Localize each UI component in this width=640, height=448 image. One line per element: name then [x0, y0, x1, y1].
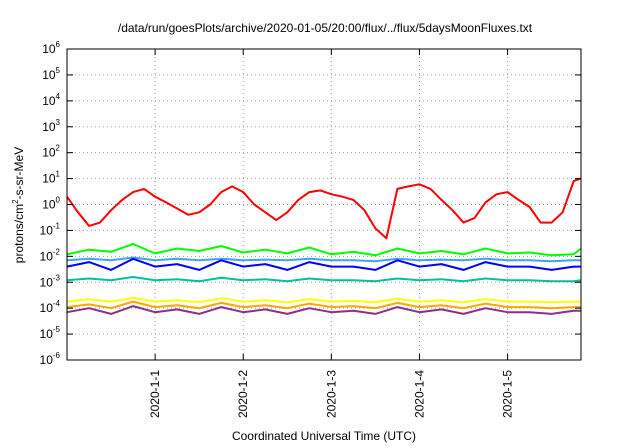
- x-tick-label: 2020-1-1: [148, 370, 162, 418]
- y-tick-label-base: 10: [40, 275, 54, 289]
- y-tick-label-base: 10: [40, 353, 54, 367]
- y-tick-labels: 10-610-510-410-310-210-11001011021031041…: [40, 40, 61, 367]
- series-line-1: [66, 177, 582, 240]
- y-tick-label: 100: [42, 196, 60, 212]
- series-line-4: [66, 257, 581, 271]
- x-tick-label: 2020-1-4: [412, 370, 426, 418]
- y-tick-label-exp: -6: [53, 351, 61, 360]
- y-tick-label-exp: 1: [56, 170, 61, 179]
- y-tick-label-exp: 5: [56, 66, 61, 75]
- y-tick-label-exp: 0: [56, 196, 61, 205]
- series-group: [66, 177, 582, 315]
- y-axis-label-rest: -s-sr-MeV: [12, 147, 26, 200]
- y-tick-label: 105: [42, 66, 60, 82]
- chart-title: /data/run/goesPlots/archive/2020-01-05/2…: [118, 21, 533, 35]
- y-tick-label: 10-5: [40, 325, 61, 341]
- series-line-8: [66, 305, 581, 315]
- y-tick-label-exp: 2: [56, 144, 61, 153]
- y-tick-label: 10-3: [40, 273, 61, 289]
- y-tick-label: 103: [42, 118, 60, 134]
- y-tick-label-base: 10: [42, 146, 56, 160]
- x-tick-label: 2020-1-2: [236, 370, 250, 418]
- y-tick-label-exp: 4: [56, 92, 61, 101]
- y-tick-label: 10-1: [40, 221, 61, 237]
- y-tick-label-base: 10: [42, 172, 56, 186]
- y-axis-label-sup: 2: [11, 199, 20, 204]
- y-tick-label-base: 10: [40, 301, 54, 315]
- y-axis-label-base: protons/cm: [12, 204, 26, 263]
- y-tick-label-base: 10: [40, 249, 54, 263]
- x-tick-label: 2020-1-5: [501, 370, 515, 418]
- y-tick-label-base: 10: [40, 223, 54, 237]
- y-tick-label-base: 10: [42, 68, 56, 82]
- y-axis-label: protons/cm2-s-sr-MeV: [11, 147, 26, 263]
- y-tick-label-exp: -2: [53, 247, 61, 256]
- y-tick-label: 10-4: [40, 299, 61, 315]
- y-tick-label-exp: -4: [53, 299, 61, 308]
- y-tick-label: 102: [42, 144, 60, 160]
- y-tick-label-exp: -5: [53, 325, 61, 334]
- y-tick-label-exp: 3: [56, 118, 61, 127]
- series-line-3: [66, 256, 581, 263]
- series-line-7: [66, 300, 581, 310]
- ticks: [67, 48, 581, 361]
- y-tick-label-exp: -1: [53, 221, 61, 230]
- series-line-2: [66, 243, 582, 257]
- x-tick-labels: 2020-1-1 2020-1-2 2020-1-3 2020-1-4 2020-1-5: [148, 370, 514, 418]
- x-tick-label: 2020-1-3: [324, 370, 338, 418]
- y-tick-label-base: 10: [42, 198, 56, 212]
- y-tick-label-exp: -3: [53, 273, 61, 282]
- y-tick-label: 10-6: [40, 351, 61, 367]
- y-tick-label-base: 10: [40, 327, 54, 341]
- grid-lines: [67, 49, 581, 360]
- y-tick-label: 106: [42, 40, 60, 56]
- y-tick-label-exp: 6: [56, 40, 61, 49]
- y-tick-label: 10-2: [40, 247, 61, 263]
- y-tick-label-base: 10: [42, 94, 56, 108]
- series-line-6: [66, 296, 581, 304]
- y-tick-label-base: 10: [42, 120, 56, 134]
- y-tick-label: 104: [42, 92, 60, 108]
- y-tick-label-base: 10: [42, 42, 56, 56]
- y-tick-label: 101: [42, 170, 60, 186]
- series-line-5: [66, 276, 582, 283]
- x-axis-label: Coordinated Universal Time (UTC): [232, 429, 416, 443]
